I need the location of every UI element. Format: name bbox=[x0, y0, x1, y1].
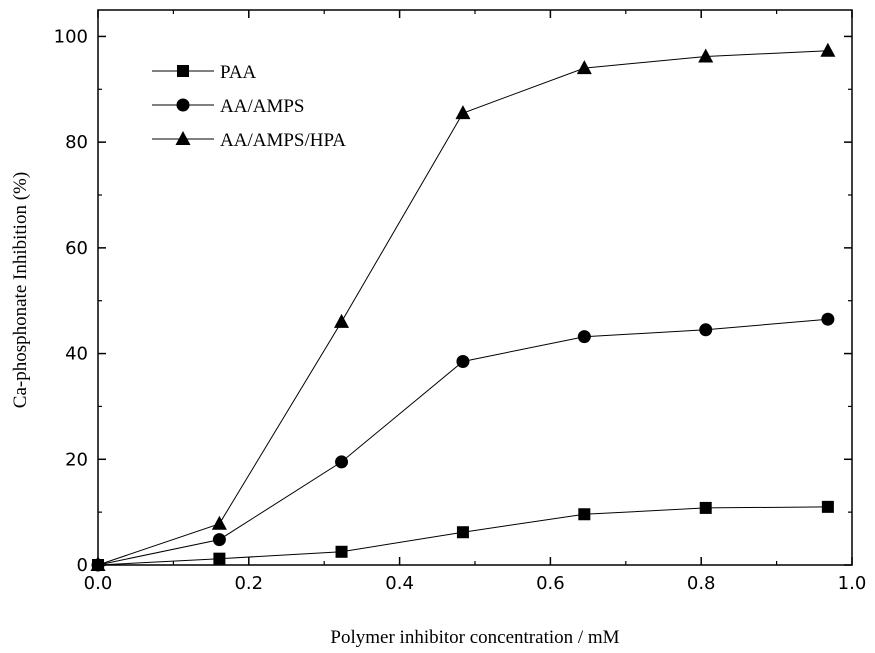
data-point-aa-amps-hpa bbox=[334, 313, 350, 328]
data-point-aa-amps-hpa bbox=[820, 42, 836, 57]
data-point-paa bbox=[456, 526, 469, 539]
data-point-paa bbox=[821, 500, 834, 513]
data-point-aa-amps-hpa bbox=[576, 60, 592, 75]
series-aa-amps bbox=[91, 312, 835, 572]
y-axis: 0 20 40 60 80 100 bbox=[54, 26, 852, 576]
series-aa-amps-hpa bbox=[90, 42, 836, 571]
data-point-aa-amps-hpa bbox=[455, 105, 471, 120]
data-point-paa bbox=[335, 545, 348, 558]
x-tick-label: 0.4 bbox=[385, 573, 414, 594]
legend-marker-aa-amps-hpa bbox=[175, 131, 191, 145]
data-point-paa bbox=[699, 501, 712, 514]
y-tick-label: 80 bbox=[65, 132, 88, 153]
data-point-paa bbox=[578, 508, 591, 521]
y-axis-title: Ca-phosphonate Inhibition (%) bbox=[10, 172, 31, 408]
x-axis-title: Polymer inhibitor concentration / mM bbox=[330, 627, 619, 648]
x-tick-label: 0.6 bbox=[536, 573, 565, 594]
x-tick-label: 0.0 bbox=[84, 573, 113, 594]
data-point-aa-amps bbox=[335, 455, 349, 469]
data-point-aa-amps-hpa bbox=[211, 515, 227, 530]
series-layer bbox=[90, 42, 836, 572]
data-point-aa-amps bbox=[577, 330, 591, 344]
plot-area-frame bbox=[97, 9, 853, 566]
x-tick-label: 0.8 bbox=[687, 573, 716, 594]
data-point-aa-amps bbox=[821, 312, 835, 326]
y-tick-label: 0 bbox=[77, 555, 88, 576]
legend-label-aa-amps: AA/AMPS bbox=[220, 96, 304, 117]
legend: PAA AA/AMPS AA/AMPS/HPA bbox=[152, 62, 346, 151]
legend-marker-aa-amps bbox=[176, 98, 190, 112]
legend-label-aa-amps-hpa: AA/AMPS/HPA bbox=[220, 130, 346, 151]
y-tick-label: 60 bbox=[65, 238, 88, 259]
data-point-aa-amps bbox=[699, 323, 713, 337]
data-point-aa-amps bbox=[456, 355, 470, 368]
data-point-aa-amps bbox=[212, 533, 226, 547]
series-paa bbox=[92, 500, 834, 571]
x-tick-label: 1.0 bbox=[838, 573, 867, 594]
x-tick-label: 0.2 bbox=[234, 573, 263, 594]
data-point-paa bbox=[213, 552, 226, 565]
legend-marker-paa bbox=[177, 65, 189, 77]
x-axis: 0.0 0.2 0.4 0.6 0.8 1.0 bbox=[84, 10, 867, 594]
data-point-aa-amps-hpa bbox=[90, 557, 106, 571]
y-tick-label: 20 bbox=[65, 449, 88, 470]
series-line-aa-amps-hpa bbox=[97, 50, 828, 566]
y-tick-label: 40 bbox=[65, 344, 88, 365]
legend-label-paa: PAA bbox=[220, 62, 257, 83]
y-tick-label: 100 bbox=[54, 26, 88, 47]
data-point-aa-amps-hpa bbox=[698, 48, 714, 63]
